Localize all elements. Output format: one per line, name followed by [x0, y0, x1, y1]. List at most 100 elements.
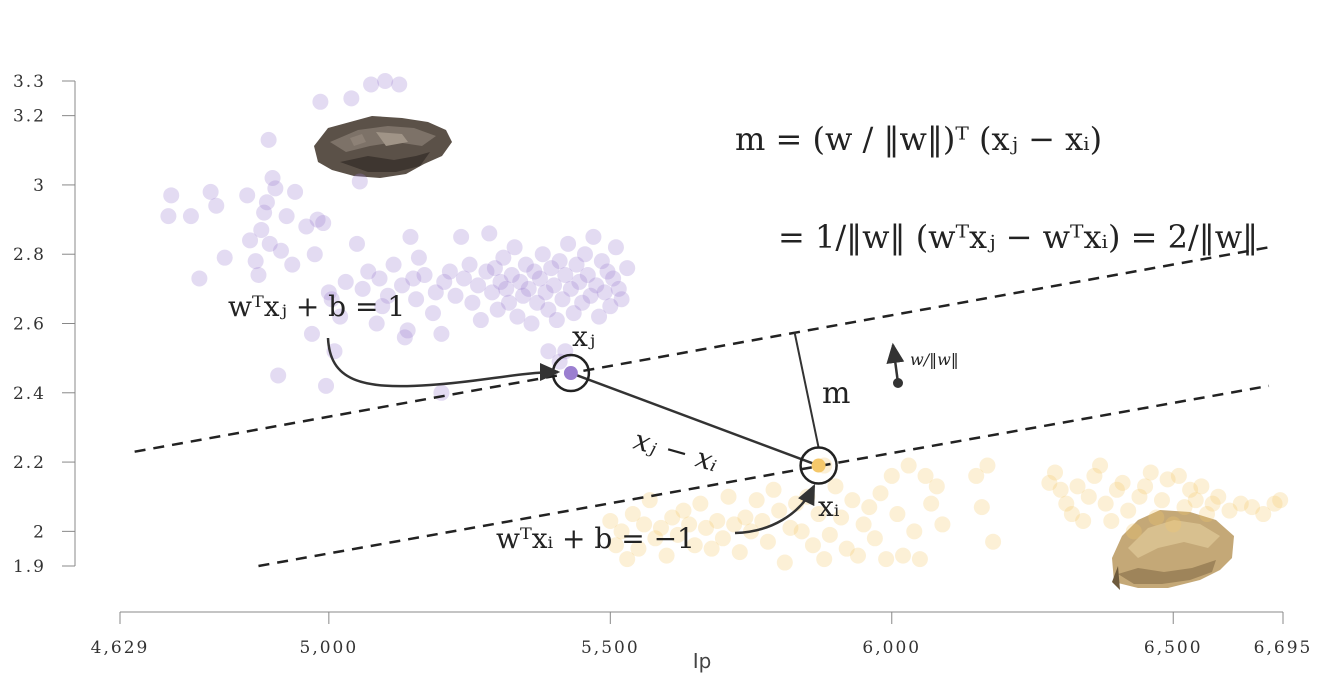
- class-b-point: [827, 478, 844, 495]
- class-b-point: [613, 523, 630, 540]
- class-a-point: [402, 228, 419, 245]
- class-a-point: [484, 284, 501, 301]
- class-a-point: [531, 270, 548, 287]
- class-a-point: [182, 208, 199, 225]
- class-a-point: [495, 249, 512, 266]
- class-a-point: [427, 284, 444, 301]
- class-a-point: [579, 267, 596, 283]
- class-b-point: [985, 533, 1002, 550]
- xi-label: xᵢ: [818, 490, 840, 523]
- x-axis: 4,629 5,000 5,500 6,000 6,500 6,695 Ip: [91, 611, 1310, 673]
- class-a-point: [348, 235, 365, 252]
- class-a-point: [354, 280, 371, 297]
- class-a-point: [323, 291, 340, 308]
- class-b-point: [889, 506, 906, 523]
- class-b-point: [771, 502, 788, 519]
- class-b-point: [1125, 523, 1142, 540]
- class-b-point: [1170, 467, 1187, 484]
- class-a-point: [582, 287, 599, 304]
- class-b-point: [607, 537, 624, 554]
- class-b-point: [973, 499, 990, 516]
- class-b-point: [861, 499, 878, 516]
- class-a-point: [613, 291, 630, 308]
- class-b-point: [1114, 474, 1131, 491]
- class-b-point: [1142, 464, 1159, 481]
- class-a-point: [498, 280, 515, 297]
- class-a-point: [486, 260, 503, 277]
- class-a-point: [260, 131, 277, 148]
- class-a-point: [441, 263, 458, 280]
- class-a-point: [202, 183, 219, 200]
- class-a-point: [546, 277, 563, 294]
- class-b-point: [1187, 492, 1204, 509]
- class-a-point: [447, 287, 464, 304]
- class-a-point: [568, 256, 585, 273]
- class-b-point: [675, 502, 692, 519]
- class-a-point: [320, 284, 337, 301]
- class-a-point: [368, 315, 385, 332]
- class-a-point: [433, 325, 450, 342]
- class-b-point: [630, 540, 647, 557]
- class-b-point: [1193, 478, 1210, 495]
- class-a-point: [278, 208, 295, 225]
- x-tick-label: 4,629: [91, 638, 150, 658]
- class-b-point: [866, 530, 883, 547]
- class-a-point: [343, 90, 360, 107]
- class-a-point: [574, 294, 591, 311]
- class-b-point: [731, 544, 748, 561]
- class-a-point: [453, 228, 470, 245]
- class-b-point: [737, 509, 754, 526]
- class-a-point: [543, 260, 560, 277]
- class-b-point: [1120, 502, 1137, 519]
- class-a-point: [461, 256, 478, 273]
- class-b-point: [855, 516, 872, 533]
- class-a-point: [500, 294, 517, 311]
- class-a-point: [599, 263, 616, 280]
- class-b-point: [1159, 471, 1176, 488]
- class-a-point: [596, 284, 613, 301]
- y-tick-label: 2.8: [13, 245, 46, 265]
- class-b-point: [1103, 512, 1120, 529]
- class-a-point: [489, 301, 506, 318]
- class-b-point: [1058, 495, 1075, 512]
- margin-lines: [134, 246, 1270, 568]
- class-a-point: [515, 287, 532, 304]
- class-b-point: [652, 519, 669, 536]
- class-a-point: [391, 76, 408, 93]
- class-a-point: [562, 280, 579, 297]
- class-b-point: [1086, 467, 1103, 484]
- class-a-point: [371, 270, 388, 287]
- upper-margin-line: [134, 246, 1270, 453]
- class-b-point: [765, 481, 782, 498]
- class-b-point: [878, 551, 895, 568]
- class-a-point: [377, 73, 394, 89]
- margin-label: m: [822, 376, 850, 411]
- class-b-point: [1092, 457, 1109, 474]
- class-b-point: [911, 551, 928, 568]
- class-b-point: [1255, 506, 1272, 523]
- class-b-point: [624, 506, 641, 523]
- class-a-point: [416, 267, 433, 283]
- class-a-point: [602, 298, 619, 315]
- class-a-point: [303, 325, 320, 342]
- class-b-point: [1052, 481, 1069, 498]
- class-b-point: [917, 467, 934, 484]
- class-a-point: [540, 343, 557, 360]
- x-tick-label: 5,500: [581, 638, 640, 658]
- class-a-point: [540, 301, 557, 318]
- y-tick-label: 2.2: [13, 453, 46, 473]
- class-a-point: [472, 312, 489, 329]
- equation-line-1: m = (w / ‖w‖)ᵀ (xⱼ − xᵢ): [735, 120, 1102, 158]
- class-a-point: [408, 291, 425, 308]
- class-b-point: [658, 547, 675, 564]
- class-b-point: [1204, 495, 1221, 512]
- class-b-point: [793, 523, 810, 540]
- class-b-point: [714, 530, 731, 547]
- class-a-point: [512, 273, 529, 290]
- dark-rock-image: [314, 116, 452, 178]
- class-a-point: [284, 256, 301, 273]
- class-a-point: [605, 270, 622, 287]
- class-a-point: [534, 246, 551, 263]
- class-b-point: [782, 519, 799, 536]
- class-b-point: [816, 551, 833, 568]
